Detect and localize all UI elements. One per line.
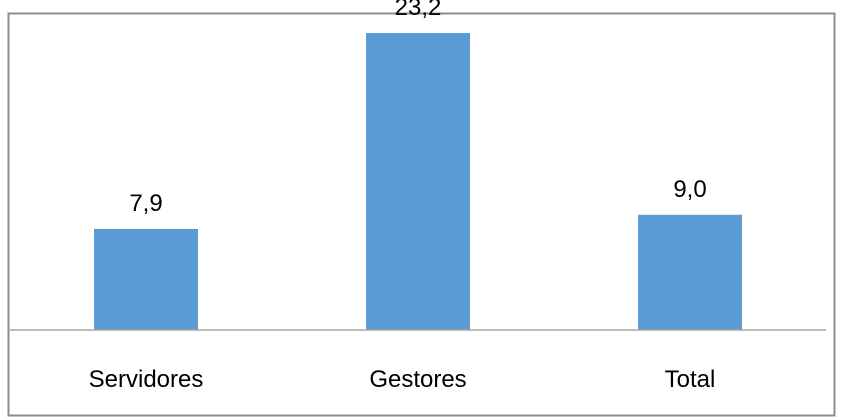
data-label-total: 9,0 — [673, 176, 706, 203]
chart-border — [7, 12, 836, 417]
data-label-gestores: 23,2 — [395, 0, 442, 21]
x-tick-label-total: Total — [665, 366, 716, 393]
x-tick-label-gestores: Gestores — [369, 366, 466, 393]
category-labels: Servidores Gestores Total — [89, 366, 716, 393]
x-tick-label-servidores: Servidores — [89, 366, 204, 393]
labels-layer: 7,9 23,2 9,0 — [129, 0, 706, 217]
bar-servidores — [94, 228, 198, 330]
bar-total — [638, 214, 742, 330]
bar-gestores — [366, 33, 470, 330]
data-label-servidores: 7,9 — [129, 190, 162, 217]
bars-layer — [94, 33, 742, 330]
